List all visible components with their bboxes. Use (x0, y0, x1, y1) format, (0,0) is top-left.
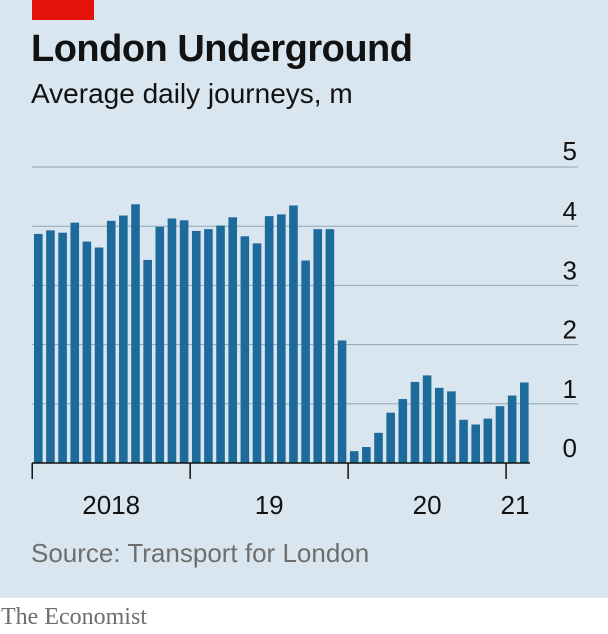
bar (264, 216, 274, 463)
bar (313, 229, 323, 463)
bar (289, 205, 298, 464)
y-tick-label: 0 (563, 433, 577, 463)
bar (167, 218, 177, 463)
brand-red-tag (32, 0, 94, 20)
brand-wordmark: The Economist (1, 604, 147, 630)
bar (471, 424, 480, 463)
bars (34, 204, 529, 464)
bar (94, 247, 104, 463)
bar (495, 406, 505, 463)
bar (228, 217, 237, 463)
bar (483, 418, 493, 463)
bar (240, 236, 250, 463)
bar (179, 220, 189, 463)
bar (349, 451, 359, 463)
bar (277, 214, 286, 463)
bar (70, 222, 80, 463)
chart-title: London Underground (31, 28, 413, 70)
bar (252, 243, 262, 463)
bar (204, 229, 213, 463)
bar (386, 412, 395, 463)
bar (301, 260, 310, 463)
bar (459, 419, 468, 463)
bar (106, 220, 116, 463)
bar (82, 241, 92, 463)
bar (58, 232, 67, 463)
bar (434, 387, 444, 463)
x-tick-label: 2018 (82, 490, 140, 520)
y-tick-label: 3 (563, 255, 577, 285)
x-tick-label: 20 (413, 490, 442, 520)
bar (447, 391, 456, 463)
bar (520, 382, 529, 463)
chart-plot: 0 1 2 3 4 5 2018 19 20 21 (31, 136, 578, 520)
bar (325, 229, 335, 463)
bar (374, 432, 383, 463)
x-tick-label: 21 (501, 490, 530, 520)
y-tick-label: 5 (563, 136, 577, 166)
x-tick-label: 19 (255, 490, 284, 520)
bar (507, 395, 517, 463)
bar (410, 381, 420, 463)
bar (46, 230, 55, 463)
bar (119, 215, 128, 463)
y-tick-label: 4 (563, 196, 577, 226)
bar (398, 399, 408, 463)
x-axis: 2018 19 20 21 (31, 462, 530, 520)
source-note: Source: Transport for London (31, 538, 370, 568)
bar (155, 226, 165, 463)
bar (143, 259, 152, 463)
y-tick-label: 2 (563, 315, 577, 345)
bar (362, 447, 371, 463)
bar (34, 233, 43, 463)
bar (131, 204, 140, 463)
bar (337, 340, 347, 463)
chart-subtitle: Average daily journeys, m (31, 78, 353, 109)
bar (216, 225, 225, 463)
y-tick-label: 1 (563, 374, 577, 404)
bar (191, 230, 201, 463)
bar (422, 375, 432, 463)
